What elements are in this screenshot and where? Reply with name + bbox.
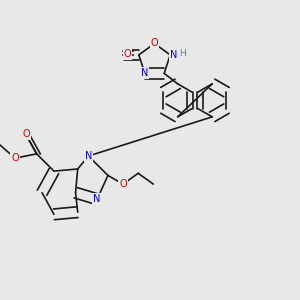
Text: O: O: [151, 38, 158, 49]
Text: N: N: [141, 68, 148, 78]
Text: O: O: [11, 153, 19, 163]
Text: N: N: [85, 151, 92, 161]
Text: H: H: [179, 49, 186, 58]
Text: O: O: [22, 129, 30, 140]
Text: O: O: [124, 49, 131, 59]
Text: O: O: [119, 179, 127, 189]
Text: N: N: [170, 50, 178, 60]
Text: N: N: [94, 194, 101, 204]
